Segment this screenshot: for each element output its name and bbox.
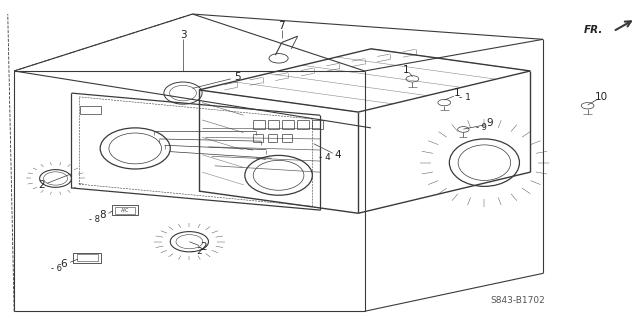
Text: 5: 5 xyxy=(234,72,241,82)
Text: 1: 1 xyxy=(454,88,460,98)
Text: S843-B1702: S843-B1702 xyxy=(490,296,545,305)
Text: 9: 9 xyxy=(486,118,493,128)
Text: 6: 6 xyxy=(61,259,67,270)
Text: - 9: - 9 xyxy=(476,123,487,132)
Text: FR.: FR. xyxy=(584,26,603,35)
Text: 8: 8 xyxy=(99,210,106,220)
Text: 3: 3 xyxy=(180,30,186,40)
Text: 2: 2 xyxy=(38,181,45,190)
Text: - 2: - 2 xyxy=(191,247,202,256)
Text: - 8: - 8 xyxy=(89,215,100,224)
Text: 2: 2 xyxy=(200,242,207,252)
Text: - 1: - 1 xyxy=(460,93,471,102)
Text: A/C: A/C xyxy=(121,208,129,213)
Text: - 4: - 4 xyxy=(319,153,331,162)
Text: 4: 4 xyxy=(335,150,341,160)
Text: - 6: - 6 xyxy=(51,264,61,273)
Text: 1: 1 xyxy=(403,65,410,75)
Text: 7: 7 xyxy=(278,21,285,31)
Text: 10: 10 xyxy=(595,92,608,102)
